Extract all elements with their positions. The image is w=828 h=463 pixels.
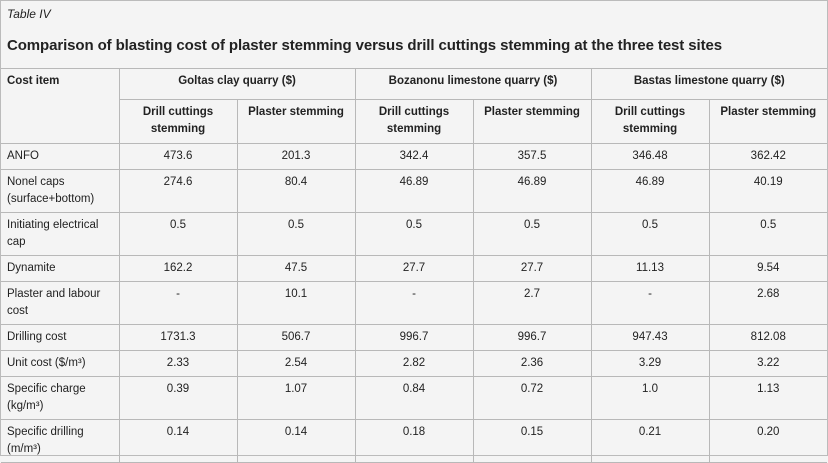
cost-item: Drilling cost xyxy=(1,324,120,351)
cost-value: 10.1 xyxy=(236,281,356,325)
cost-value: 47.5 xyxy=(236,255,356,282)
subheader-row: Drill cuttings stemming Plaster stemming D… xyxy=(1,99,828,144)
group-header: Goltas clay quarry ($) xyxy=(118,68,356,100)
cost-value: 2.7 xyxy=(472,281,592,325)
cost-value: 2.54 xyxy=(236,350,356,377)
cost-value: 2.68 xyxy=(708,281,828,325)
cost-value: 0.14 xyxy=(236,419,356,463)
data-row: ANFO 473.6 201.3 342.4 357.5 346.48 362.42 xyxy=(1,143,828,170)
cost-value: 346.48 xyxy=(590,143,710,170)
cost-value: - xyxy=(354,281,474,325)
cost-value: 996.7 xyxy=(354,324,474,351)
cost-value: 3.22 xyxy=(708,350,828,377)
cost-value: 27.7 xyxy=(472,255,592,282)
cost-item: ANFO xyxy=(1,143,120,170)
subcolumn-header: Drill cuttings stemming xyxy=(590,99,710,144)
cost-value: 1.07 xyxy=(236,376,356,420)
cost-item: Specific drilling (m/m³) xyxy=(1,419,120,463)
cost-value: 342.4 xyxy=(354,143,474,170)
data-row: Dynamite 162.2 47.5 27.7 27.7 11.13 9.54 xyxy=(1,255,828,282)
cost-value: 0.5 xyxy=(354,212,474,256)
data-row: Specific charge (kg/m³) 0.39 1.07 0.84 0.72 1… xyxy=(1,376,828,420)
cost-value: 1.13 xyxy=(708,376,828,420)
header-row: Cost item Goltas clay quarry ($) Bozanonu … xyxy=(1,68,828,144)
cost-value: 947.43 xyxy=(590,324,710,351)
cost-value: 274.6 xyxy=(118,169,238,213)
cost-value: 996.7 xyxy=(472,324,592,351)
cost-value: 0.18 xyxy=(354,419,474,463)
group-header: Bozanonu limestone quarry ($) xyxy=(354,68,592,100)
cost-value: 0.5 xyxy=(472,212,592,256)
cost-item: Nonel caps (surface+bottom) xyxy=(1,169,120,213)
cost-value: 362.42 xyxy=(708,143,828,170)
subcolumn-header: Plaster stemming xyxy=(472,99,592,144)
subcolumn-header: Plaster stemming xyxy=(236,99,356,144)
cost-value: 2.33 xyxy=(118,350,238,377)
cost-value: 0.20 xyxy=(708,419,828,463)
cost-value: 357.5 xyxy=(472,143,592,170)
data-row: Plaster and labour cost -10.1-2.7-2.68 xyxy=(1,281,828,325)
cost-value: 0.72 xyxy=(472,376,592,420)
data-row: Drilling cost 1731.3 506.7 996.7 996.7 947.43… xyxy=(1,324,828,351)
cost-value: 0.5 xyxy=(118,212,238,256)
cost-value: 0.84 xyxy=(354,376,474,420)
cost-value: 162.2 xyxy=(118,255,238,282)
data-row: Initiating electrical cap 0.5 0.5 0.5 0.5 0.5… xyxy=(1,212,828,256)
cost-value: 0.14 xyxy=(118,419,238,463)
cost-value: 0.5 xyxy=(590,212,710,256)
subcolumn-header: Drill cuttings stemming xyxy=(119,99,238,144)
subcolumn-header: Plaster stemming xyxy=(708,99,828,144)
cost-value: 2.36 xyxy=(472,350,592,377)
cost-value: 46.89 xyxy=(472,169,592,213)
cost-value: - xyxy=(590,281,710,325)
cost-item: Plaster and labour cost xyxy=(1,281,120,325)
subcolumn-header: Drill cuttings stemming xyxy=(354,99,474,144)
cost-value: 3.29 xyxy=(590,350,710,377)
header-cell: Cost item xyxy=(1,68,120,144)
data-row: Unit cost ($/m³) 2.33 2.54 2.82 2.36 3.29 3.22 xyxy=(1,350,828,377)
cost-value: 11.13 xyxy=(590,255,710,282)
cost-value: 0.21 xyxy=(590,419,710,463)
cost-table: Cost item Goltas clay quarry ($) Bozanonu … xyxy=(1,68,828,463)
cost-item: Unit cost ($/m³) xyxy=(1,350,120,377)
cost-value: 40.19 xyxy=(708,169,828,213)
cost-value: 0.5 xyxy=(708,212,828,256)
table-label: Table IV xyxy=(7,7,51,21)
cost-value: 80.4 xyxy=(236,169,356,213)
data-row: Specific drilling (m/m³) 0.14 0.14 0.18 0.15… xyxy=(1,419,828,463)
group-header: Bastas limestone quarry ($) xyxy=(590,68,828,100)
cost-value: 1.0 xyxy=(590,376,710,420)
cost-value: 0.15 xyxy=(472,419,592,463)
cost-item: Dynamite xyxy=(1,255,120,282)
cost-value: 201.3 xyxy=(236,143,356,170)
cost-value: 9.54 xyxy=(708,255,828,282)
cost-item: Initiating electrical cap xyxy=(1,212,120,256)
cost-value: 506.7 xyxy=(236,324,356,351)
table-title: Comparison of blasting cost of plaster s… xyxy=(7,37,722,54)
cost-value: 0.5 xyxy=(236,212,356,256)
cost-value: 46.89 xyxy=(354,169,474,213)
cost-value: 46.89 xyxy=(590,169,710,213)
cost-value: - xyxy=(118,281,238,325)
cost-value: 812.08 xyxy=(708,324,828,351)
cost-value: 473.6 xyxy=(118,143,238,170)
cost-item: Specific charge (kg/m³) xyxy=(1,376,120,420)
data-row: Nonel caps (surface+bottom) 274.6 80.4 46.8… xyxy=(1,169,828,213)
cost-value: 1731.3 xyxy=(118,324,238,351)
cost-value: 2.82 xyxy=(354,350,474,377)
cost-value: 27.7 xyxy=(354,255,474,282)
cost-value: 0.39 xyxy=(118,376,238,420)
